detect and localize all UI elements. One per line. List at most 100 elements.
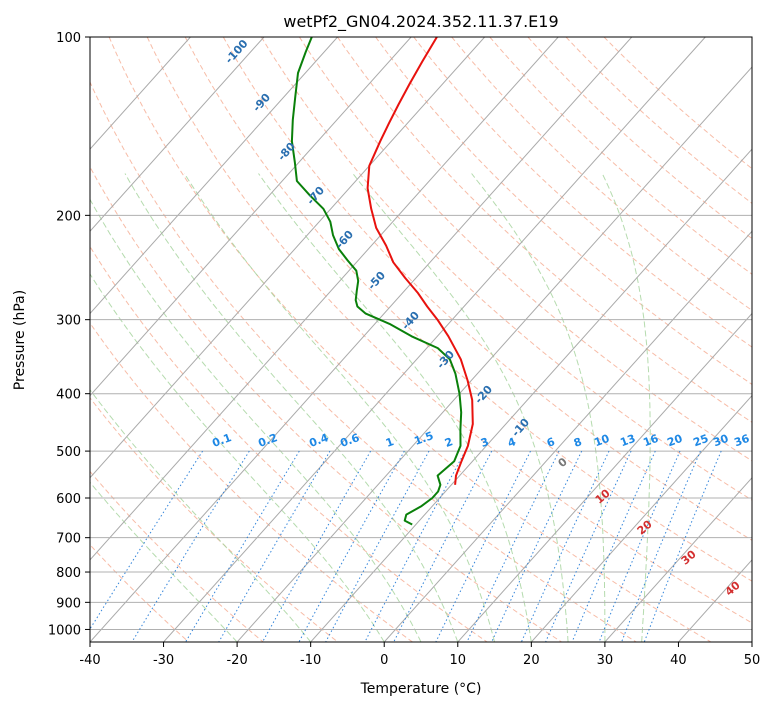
mixing-ratio-label: 10 <box>592 432 611 450</box>
x-tick-label: 10 <box>450 653 467 668</box>
zero-label: 0 <box>556 455 570 470</box>
moist-adiabat <box>471 173 606 642</box>
y-tick-label: 600 <box>56 492 81 507</box>
mixing-ratio-label: 20 <box>665 432 684 450</box>
dry-adiabat <box>90 80 638 642</box>
dry-adiabat <box>375 37 752 385</box>
dry-adiabat <box>90 396 339 642</box>
mixing-ratio-line <box>261 450 372 642</box>
y-tick-label: 500 <box>56 445 81 460</box>
mixing-ratio-label: 25 <box>691 432 710 449</box>
moist-adiabat <box>352 173 569 642</box>
dry-adiabat <box>260 37 752 501</box>
y-tick-label: 800 <box>56 566 81 581</box>
mixing-ratio-label: 6 <box>545 435 557 450</box>
mixing-ratio-label: 1.5 <box>412 429 435 448</box>
mixing-ratio-label: 1 <box>384 435 396 450</box>
dewpoint-profile <box>290 37 463 526</box>
temperature-profile <box>366 37 474 485</box>
mixing-ratio-label: 0.1 <box>210 431 233 450</box>
mixing-ratio-label: 30 <box>711 432 730 450</box>
moist-adiabat <box>90 273 385 642</box>
mixing-ratio-line <box>325 450 430 642</box>
line-labels: -100-90-80-70-60-50-40-30-20-100.1 0.2 0.4… <box>210 37 751 599</box>
mixing-ratio-label: 0.2 <box>256 431 279 450</box>
mixing-ratio-line <box>571 450 656 642</box>
y-tick-label: 100 <box>56 31 81 46</box>
x-tick-label: 30 <box>597 653 614 668</box>
isotherm-label: -100 <box>223 37 251 66</box>
isotherm-label: -60 <box>333 228 356 252</box>
dry-adiabat <box>90 544 190 642</box>
isotherm-label: -70 <box>304 184 327 208</box>
reference-lines <box>90 37 752 642</box>
isotherm <box>604 476 752 642</box>
dry-adiabat <box>527 37 752 240</box>
warm-isotherm-label: 30 <box>679 547 699 567</box>
mixing-ratio-line <box>621 450 701 642</box>
y-tick-label: 300 <box>56 314 81 329</box>
moist-adiabat <box>90 389 312 642</box>
x-tick-label: 40 <box>670 653 687 668</box>
isotherm <box>383 230 752 642</box>
mixing-ratio-line <box>185 450 300 642</box>
sounding-profiles <box>290 37 474 526</box>
warm-isotherm-label: 20 <box>635 517 655 537</box>
isotherm <box>309 148 752 642</box>
mixing-ratio-line <box>298 450 405 642</box>
isotherm <box>162 37 706 642</box>
mixing-ratio-label: 36 <box>732 432 751 450</box>
isotherm <box>90 37 559 561</box>
warm-isotherm-label: 40 <box>723 578 743 598</box>
dry-adiabat <box>337 37 752 423</box>
mixing-ratio-line <box>90 450 204 630</box>
x-tick-label: 20 <box>523 653 540 668</box>
dry-adiabat <box>603 37 752 170</box>
moist-adiabat <box>124 173 459 642</box>
isotherm-label: -90 <box>250 91 273 115</box>
isotherm <box>236 66 752 642</box>
mixing-ratio-line <box>435 450 531 642</box>
isotherm <box>530 394 752 642</box>
x-axis-title: Temperature (°C) <box>360 681 482 697</box>
y-tick-label: 1000 <box>48 623 81 638</box>
mixing-ratio-label: 0.4 <box>307 431 330 450</box>
isotherm-label: -40 <box>399 309 422 333</box>
isotherm <box>90 37 412 397</box>
mixing-ratio-line <box>466 450 560 642</box>
y-tick-label: 400 <box>56 388 81 403</box>
mixing-ratio-line <box>520 450 610 642</box>
moist-adiabat <box>90 481 238 642</box>
dry-adiabat <box>90 245 488 642</box>
y-tick-label: 200 <box>56 209 81 224</box>
dry-adiabat <box>565 37 752 204</box>
isotherm <box>457 312 752 642</box>
isotherm <box>90 37 633 642</box>
mixing-ratio-line <box>643 450 722 642</box>
mixing-ratio-line <box>545 450 632 642</box>
mixing-ratio-label: 2 <box>443 435 455 450</box>
y-tick-label: 900 <box>56 596 81 611</box>
isotherm-label: -20 <box>472 383 495 407</box>
dry-adiabat <box>90 322 414 642</box>
x-tick-label: -20 <box>226 653 247 668</box>
mixing-ratio-label: 16 <box>641 432 660 450</box>
dry-adiabat <box>222 37 752 541</box>
dry-adiabat <box>146 37 752 624</box>
y-tick-label: 700 <box>56 532 81 547</box>
axis-ticks: -40 -30 -20 -10 0 10 20 30 40 5010020030040050060… <box>48 31 760 668</box>
x-tick-label: 0 <box>380 653 388 668</box>
isotherm-label: -50 <box>365 269 388 293</box>
dry-adiabat <box>90 165 563 642</box>
mixing-ratio-line <box>598 450 681 642</box>
mixing-ratio-label: 3 <box>479 435 491 450</box>
chart-title: wetPf2_GN04.2024.352.11.37.E19 <box>283 12 558 32</box>
dry-adiabat <box>451 37 752 311</box>
dry-adiabat <box>413 37 752 348</box>
dry-adiabat <box>298 37 752 462</box>
x-tick-label: -10 <box>300 653 321 668</box>
plot-frame <box>89 36 753 643</box>
dry-adiabat <box>90 470 265 642</box>
y-axis-title: Pressure (hPa) <box>12 290 28 390</box>
